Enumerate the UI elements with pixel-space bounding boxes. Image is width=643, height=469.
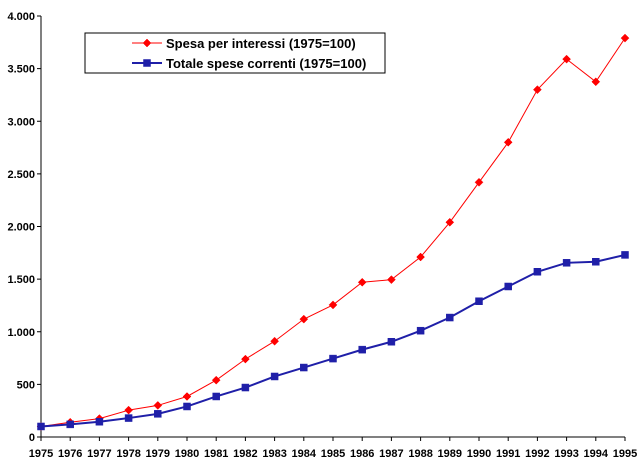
legend-marker — [142, 38, 152, 48]
data-point — [562, 259, 571, 267]
x-tick-label: 1995 — [613, 448, 637, 460]
data-point — [211, 375, 221, 385]
data-point — [153, 401, 163, 410]
data-point — [154, 410, 162, 418]
legend-marker — [143, 59, 151, 67]
x-tick-label: 1985 — [321, 448, 345, 460]
x-tick-label: 1978 — [116, 448, 140, 460]
legend: Spesa per interessi (1975=100) Totale spe… — [84, 32, 386, 74]
x-tick-label: 1982 — [233, 448, 257, 460]
y-tick-label: 3.000 — [7, 116, 35, 128]
data-point — [445, 217, 455, 227]
x-tick-label: 1980 — [175, 448, 199, 460]
data-point — [329, 354, 337, 363]
data-point — [95, 417, 104, 426]
x-tick-label: 1986 — [350, 448, 374, 460]
x-tick-label: 1991 — [496, 448, 520, 460]
x-tick-label: 1983 — [262, 448, 286, 460]
data-point — [241, 383, 250, 392]
data-point — [416, 252, 425, 262]
data-point — [387, 337, 396, 346]
chart-axes — [37, 15, 626, 441]
x-tick-label: 1990 — [467, 448, 491, 460]
data-point — [503, 137, 513, 147]
data-point — [182, 392, 192, 401]
data-point — [592, 258, 600, 266]
data-point — [37, 422, 45, 431]
y-tick-label: 0 — [29, 432, 35, 444]
data-point — [299, 314, 309, 324]
data-point — [183, 402, 191, 411]
y-tick-label: 2.500 — [7, 169, 35, 181]
legend-label: Totale spese correnti (1975=100) — [166, 56, 366, 71]
legend-box — [84, 32, 386, 74]
x-tick-label: 1992 — [525, 448, 549, 460]
y-tick-label: 1.500 — [7, 274, 35, 286]
data-point — [241, 354, 250, 364]
data-point — [124, 405, 133, 415]
legend-label: Spesa per interessi (1975=100) — [166, 36, 356, 51]
x-tick-label: 1993 — [554, 448, 578, 460]
data-point — [358, 345, 366, 354]
series-line — [40, 37, 626, 427]
y-axis-tick-labels: 0 500 1.000 1.500 2.000 2.500 3.000 3.500 4.000 — [7, 11, 35, 444]
x-tick-label: 1988 — [408, 448, 432, 460]
x-axis-tick-labels: 1975 1976 1977 1978 1979 1980 1981 1982 1983 1984… — [29, 448, 637, 460]
data-point — [621, 251, 629, 259]
data-point — [533, 85, 542, 95]
data-point — [562, 54, 571, 64]
x-tick-label: 1976 — [58, 448, 82, 460]
y-tick-label: 500 — [17, 379, 35, 391]
data-point — [446, 313, 454, 322]
x-tick-label: 1975 — [29, 448, 53, 460]
data-point — [620, 33, 630, 43]
data-point — [504, 282, 512, 291]
data-point — [474, 177, 484, 187]
x-tick-label: 1987 — [379, 448, 403, 460]
x-tick-label: 1979 — [146, 448, 170, 460]
series-1 — [36, 33, 630, 431]
series-line — [40, 253, 626, 428]
data-point — [416, 326, 425, 335]
y-tick-label: 1.000 — [7, 327, 35, 339]
x-tick-label: 1984 — [292, 448, 317, 460]
x-tick-label: 1977 — [87, 448, 111, 460]
series-layer — [36, 33, 630, 431]
data-point — [300, 363, 308, 372]
legend-entry: Totale spese correnti (1975=100) — [132, 56, 366, 71]
data-point — [270, 336, 279, 346]
data-point — [212, 392, 220, 401]
data-point — [270, 372, 279, 381]
data-point — [124, 414, 133, 422]
y-tick-label: 4.000 — [7, 11, 35, 23]
x-tick-label: 1981 — [204, 448, 228, 460]
data-point — [357, 277, 367, 287]
data-point — [66, 420, 74, 429]
data-point — [387, 275, 396, 285]
data-point — [533, 268, 542, 276]
data-point — [328, 300, 338, 310]
y-tick-label: 3.500 — [7, 64, 35, 76]
data-point — [591, 77, 601, 87]
x-tick-label: 1989 — [438, 448, 462, 460]
series-2 — [37, 251, 629, 431]
data-point — [475, 297, 483, 305]
legend-entry: Spesa per interessi (1975=100) — [132, 36, 356, 51]
x-tick-label: 1994 — [584, 448, 609, 460]
y-tick-label: 2.000 — [7, 222, 35, 234]
